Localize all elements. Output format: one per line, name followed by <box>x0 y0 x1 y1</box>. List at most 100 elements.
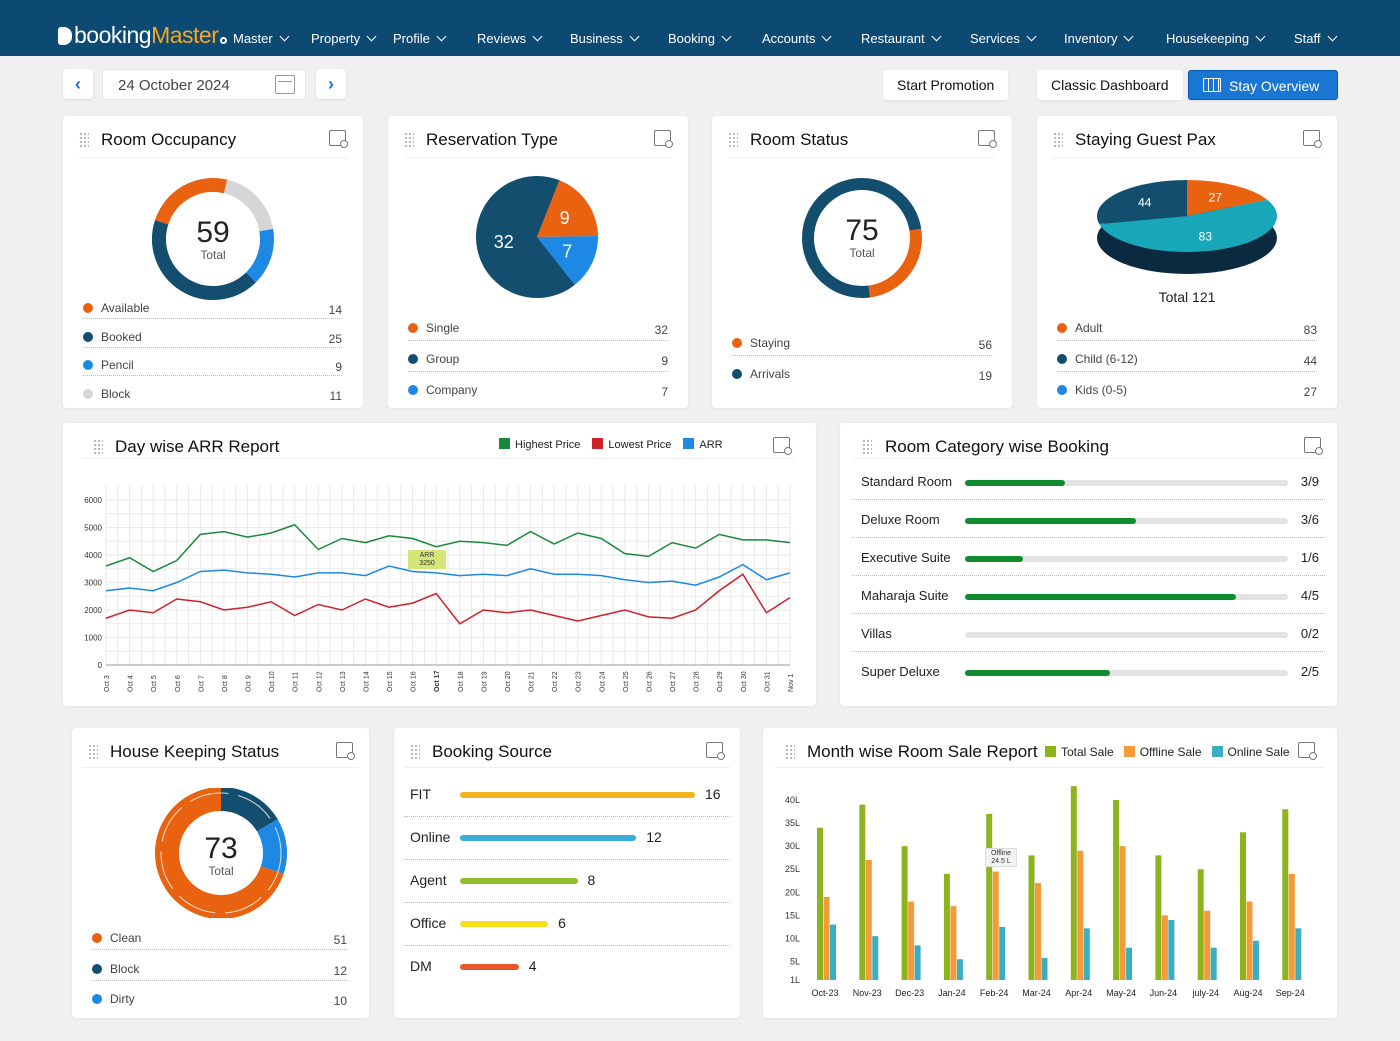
bar-online <box>956 959 963 980</box>
classic-dashboard-button[interactable]: Classic Dashboard <box>1037 70 1183 100</box>
staying-guest-card: Staying Guest Pax 27 83 44 Total 121 Adult… <box>1037 116 1337 408</box>
x-tick-label: May-24 <box>1106 988 1136 998</box>
pie-label: 83 <box>1199 229 1213 243</box>
logo-icon <box>58 26 72 45</box>
legend-label: Single <box>426 321 460 335</box>
legend-dot-icon <box>1057 354 1067 364</box>
guest-total: Total 121 <box>1158 289 1216 305</box>
legend-swatch-icon <box>1123 746 1135 757</box>
chevron-down-icon <box>1255 31 1266 42</box>
brand-name-part1: booking <box>74 22 152 48</box>
chevron-down-icon <box>931 31 942 42</box>
chart-legend-item: Highest Price <box>499 438 580 451</box>
nav-menu-business[interactable]: Business <box>570 31 640 46</box>
room-occupancy-card: Room Occupancy 59 Total Available 14 Booked… <box>63 116 363 408</box>
category-progress-fill <box>965 594 1237 600</box>
bar-online <box>1210 947 1217 980</box>
logo-dot-icon <box>220 37 228 44</box>
brand-logo[interactable]: booking Master <box>58 22 228 49</box>
nav-menu-property[interactable]: Property <box>311 31 377 46</box>
x-tick-label: Oct 26 <box>646 671 653 692</box>
bar-total <box>1028 855 1035 980</box>
legend-label: Child (6-12) <box>1075 352 1138 366</box>
divider <box>852 537 1325 538</box>
card-title: Staying Guest Pax <box>1075 130 1216 149</box>
y-tick-label: 4000 <box>84 551 102 560</box>
next-date-button[interactable]: › <box>316 69 346 99</box>
nav-menu-restaurant[interactable]: Restaurant <box>861 31 942 46</box>
source-label: Agent <box>410 872 447 888</box>
series-line-highest-price <box>105 523 791 573</box>
nav-menu-housekeeping[interactable]: Housekeeping <box>1166 31 1266 46</box>
drag-handle-icon[interactable] <box>88 744 98 760</box>
legend-item: Arrivals <box>732 367 790 381</box>
start-promotion-button[interactable]: Start Promotion <box>883 70 1009 100</box>
nav-menu-services[interactable]: Services <box>970 31 1037 46</box>
nav-menu-label: Reviews <box>477 31 527 46</box>
calendar-icon[interactable] <box>275 75 295 94</box>
nav-menu-accounts[interactable]: Accounts <box>762 31 832 46</box>
divider <box>852 613 1325 614</box>
report-icon[interactable] <box>654 130 673 148</box>
nav-menu-profile[interactable]: Profile <box>393 31 447 46</box>
date-picker[interactable]: 24 October 2024 <box>102 69 306 100</box>
nav-menu-label: Services <box>970 31 1020 46</box>
prev-date-button[interactable]: ‹ <box>63 69 93 99</box>
drag-handle-icon[interactable] <box>728 132 738 148</box>
chevron-down-icon <box>1327 31 1337 42</box>
x-tick-label: Mar-24 <box>1022 988 1051 998</box>
legend-value: 9 <box>335 360 342 374</box>
stay-overview-button[interactable]: Stay Overview <box>1188 70 1338 100</box>
arr-report-card: Day wise ARR Report Highest Price Lowest … <box>63 423 816 706</box>
legend-dot-icon <box>1057 323 1067 333</box>
legend-value: 51 <box>333 933 347 947</box>
drag-handle-icon[interactable] <box>404 132 414 148</box>
legend-item: Single <box>408 321 459 335</box>
nav-menu-booking[interactable]: Booking <box>668 31 732 46</box>
nav-menu-master[interactable]: Master <box>233 31 290 46</box>
drag-handle-icon[interactable] <box>1053 132 1063 148</box>
drag-handle-icon[interactable] <box>79 132 89 148</box>
nav-menu-reviews[interactable]: Reviews <box>477 31 543 46</box>
source-label: Online <box>410 829 451 845</box>
category-value: 4/5 <box>1300 588 1319 603</box>
legend-dot-icon <box>92 994 102 1004</box>
drag-handle-icon[interactable] <box>862 439 872 455</box>
drag-handle-icon[interactable] <box>785 744 795 760</box>
legend-dot-icon <box>83 303 93 313</box>
legend-swatch-icon <box>592 438 604 449</box>
x-tick-label: Jan-24 <box>938 988 966 998</box>
reservation-type-card: Reservation Type 9 7 32 Single 32 Group 9 Comp… <box>388 116 688 408</box>
legend-label: Pencil <box>101 358 134 372</box>
report-icon[interactable] <box>1298 742 1317 760</box>
source-bar <box>460 921 549 927</box>
report-icon[interactable] <box>773 437 792 455</box>
room-status-card: Room Status 75 Total Staying 56 Arrivals 19 <box>712 116 1012 408</box>
report-icon[interactable] <box>978 130 997 148</box>
bar-total <box>1113 800 1120 980</box>
source-value: 16 <box>705 786 721 802</box>
nav-menu-staff[interactable]: Staff <box>1294 31 1337 46</box>
drag-handle-icon[interactable] <box>93 439 103 455</box>
report-icon[interactable] <box>329 130 348 148</box>
pie-label: 27 <box>1209 191 1223 205</box>
chevron-down-icon <box>1124 31 1134 42</box>
nav-menu-inventory[interactable]: Inventory <box>1064 31 1134 46</box>
y-tick-label: 25L <box>785 864 800 874</box>
y-tick-label: 35L <box>785 818 800 828</box>
report-icon[interactable] <box>706 742 725 760</box>
card-title: Reservation Type <box>426 130 558 149</box>
report-icon[interactable] <box>1303 130 1322 148</box>
bar-offline <box>1119 846 1126 980</box>
occupancy-total: 59 Total <box>196 216 230 263</box>
report-icon[interactable] <box>336 742 355 760</box>
y-tick-label: 5000 <box>84 524 102 533</box>
y-tick-label: 1L <box>790 975 800 985</box>
bar-total <box>1070 786 1077 980</box>
report-icon[interactable] <box>1304 437 1323 455</box>
chevron-down-icon <box>532 31 543 42</box>
source-bar <box>460 792 695 798</box>
x-tick-label: Oct 24 <box>599 671 606 692</box>
drag-handle-icon[interactable] <box>410 744 420 760</box>
bar-total <box>817 827 823 980</box>
